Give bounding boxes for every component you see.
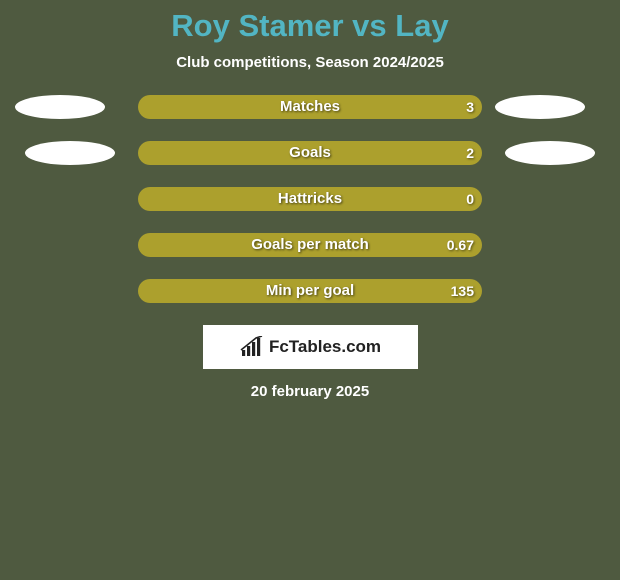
page-root: Roy Stamer vs Lay Club competitions, Sea… — [0, 0, 620, 580]
stats-region: Matches3Goals2Hattricks0Goals per match0… — [0, 95, 620, 303]
date-line: 20 february 2025 — [0, 383, 620, 400]
page-title: Roy Stamer vs Lay — [0, 8, 620, 44]
subtitle: Club competitions, Season 2024/2025 — [0, 54, 620, 71]
left-ellipse — [25, 141, 115, 165]
bar-right-fill — [138, 95, 482, 119]
bar-chart-icon — [239, 336, 265, 358]
left-ellipse — [15, 95, 105, 119]
bar-value-right: 0.67 — [447, 233, 474, 257]
bar-right-fill — [138, 187, 482, 211]
stat-row: Min per goal135 — [0, 279, 620, 303]
right-ellipse — [495, 95, 585, 119]
stat-row: Hattricks0 — [0, 187, 620, 211]
bar-value-right: 0 — [466, 187, 474, 211]
bar-value-right: 135 — [451, 279, 474, 303]
stat-row: Goals per match0.67 — [0, 233, 620, 257]
right-ellipse — [505, 141, 595, 165]
logo-text: FcTables.com — [269, 337, 381, 357]
bar-right-fill — [138, 279, 482, 303]
bar-value-right: 2 — [466, 141, 474, 165]
bar-right-fill — [138, 233, 482, 257]
bar-value-right: 3 — [466, 95, 474, 119]
logo-box: FcTables.com — [203, 325, 418, 369]
bar-right-fill — [138, 141, 482, 165]
